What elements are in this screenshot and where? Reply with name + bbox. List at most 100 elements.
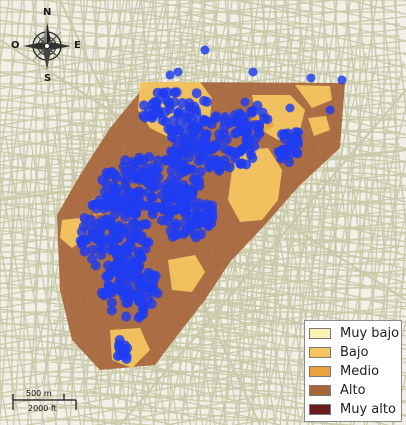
observation-point bbox=[160, 197, 171, 208]
legend-item-muy-alto: Muy alto bbox=[309, 400, 397, 419]
scale-imperial-label: 2000 ft bbox=[28, 404, 57, 413]
legend-swatch bbox=[309, 385, 331, 396]
observation-point bbox=[182, 119, 193, 130]
zone-bajo bbox=[168, 255, 205, 292]
observation-point bbox=[166, 165, 177, 176]
observation-point bbox=[106, 305, 117, 316]
observation-point bbox=[101, 179, 112, 190]
observation-point bbox=[162, 87, 173, 98]
observation-point bbox=[152, 288, 163, 299]
observation-point bbox=[113, 233, 124, 244]
observation-point bbox=[132, 228, 143, 239]
observation-point bbox=[102, 271, 113, 281]
observation-point bbox=[178, 127, 189, 138]
observation-point bbox=[177, 136, 188, 147]
observation-point bbox=[147, 162, 158, 173]
observation-point bbox=[138, 302, 149, 313]
observation-point bbox=[106, 297, 117, 308]
observation-point bbox=[337, 75, 347, 85]
legend-swatch bbox=[309, 347, 331, 358]
compass-south-label: S bbox=[44, 73, 52, 84]
observation-point bbox=[167, 131, 177, 142]
observation-point bbox=[183, 106, 194, 117]
observation-point bbox=[143, 178, 154, 189]
observation-point bbox=[164, 103, 175, 114]
observation-point bbox=[136, 188, 147, 199]
observation-point bbox=[279, 149, 290, 160]
legend-label: Alto bbox=[340, 383, 366, 398]
observation-point bbox=[211, 141, 222, 152]
observation-point bbox=[139, 100, 149, 111]
observation-point bbox=[113, 224, 124, 235]
observation-point bbox=[114, 339, 125, 350]
observation-point bbox=[79, 213, 90, 224]
zone-bajo bbox=[308, 116, 330, 136]
compass-north-label: N bbox=[43, 7, 52, 18]
observation-point bbox=[211, 161, 222, 172]
observation-point bbox=[177, 98, 188, 108]
observation-point bbox=[131, 256, 142, 267]
observation-point bbox=[121, 311, 132, 322]
observation-point bbox=[224, 162, 235, 173]
observation-point bbox=[325, 105, 335, 115]
observation-point bbox=[133, 294, 144, 305]
map-legend: Muy bajo Bajo Medio Alto Muy alto bbox=[304, 320, 402, 422]
observation-point bbox=[93, 234, 104, 245]
observation-point bbox=[152, 155, 163, 166]
observation-point bbox=[202, 218, 213, 228]
observation-point bbox=[163, 211, 174, 221]
observation-point bbox=[238, 123, 249, 134]
observation-point bbox=[132, 277, 143, 288]
observation-point bbox=[169, 87, 180, 98]
observation-point bbox=[133, 312, 144, 323]
observation-point bbox=[110, 196, 121, 207]
observation-point bbox=[253, 122, 264, 132]
observation-point bbox=[196, 155, 207, 165]
observation-point bbox=[285, 103, 295, 113]
legend-swatch bbox=[309, 404, 331, 415]
observation-point bbox=[184, 98, 195, 109]
observation-point bbox=[129, 199, 140, 210]
observation-point bbox=[193, 212, 204, 223]
observation-point bbox=[240, 97, 250, 107]
observation-point bbox=[191, 232, 201, 243]
observation-point bbox=[246, 106, 257, 117]
observation-point bbox=[206, 119, 217, 130]
observation-point bbox=[130, 208, 140, 219]
observation-point bbox=[160, 116, 171, 127]
observation-point bbox=[193, 198, 204, 209]
observation-point bbox=[89, 199, 99, 210]
observation-point bbox=[241, 140, 252, 150]
observation-point bbox=[180, 165, 191, 176]
observation-point bbox=[199, 95, 210, 106]
zone-bajo bbox=[295, 85, 332, 108]
observation-point bbox=[246, 149, 256, 160]
observation-point bbox=[78, 221, 89, 232]
observation-point bbox=[191, 105, 201, 116]
legend-item-alto: Alto bbox=[309, 381, 397, 400]
observation-point bbox=[111, 172, 122, 183]
observation-point bbox=[148, 280, 159, 291]
observation-point bbox=[235, 115, 246, 126]
observation-point bbox=[110, 245, 120, 256]
compass-icon bbox=[23, 22, 71, 70]
legend-item-medio: Medio bbox=[309, 362, 397, 381]
observation-point bbox=[87, 244, 98, 255]
observation-point bbox=[248, 67, 258, 77]
legend-label: Muy alto bbox=[340, 402, 396, 417]
observation-point bbox=[191, 88, 202, 99]
legend-swatch bbox=[309, 366, 331, 377]
legend-swatch bbox=[309, 328, 331, 339]
scale-metric-label: 500 m bbox=[26, 389, 52, 398]
observation-point bbox=[135, 220, 146, 231]
observation-point bbox=[199, 133, 210, 144]
observation-point bbox=[185, 219, 196, 230]
observation-point bbox=[152, 202, 163, 212]
observation-point bbox=[207, 210, 218, 221]
observation-point bbox=[174, 106, 185, 117]
legend-item-muy-bajo: Muy bajo bbox=[309, 324, 399, 343]
observation-point bbox=[99, 288, 110, 299]
observation-point bbox=[284, 157, 295, 168]
observation-point bbox=[138, 110, 149, 121]
